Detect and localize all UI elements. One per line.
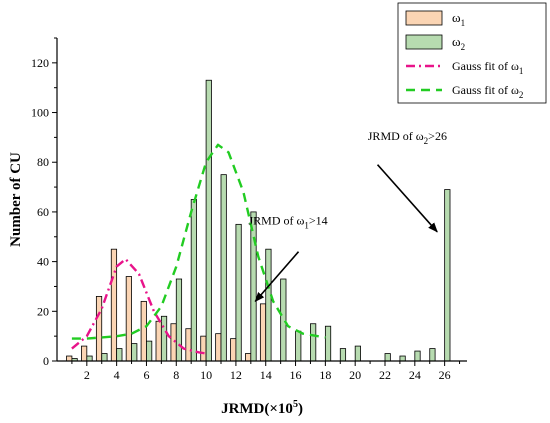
y-tick-label: 0: [43, 354, 49, 368]
x-tick-label: 12: [230, 368, 242, 382]
bar-omega2: [310, 323, 317, 362]
bar-omega1: [66, 355, 73, 362]
bar-omega1: [259, 303, 267, 362]
legend-label-sub: 1: [519, 66, 524, 76]
bar-omega2: [339, 348, 347, 362]
bar-omega2: [116, 348, 123, 362]
bar-omega2: [220, 174, 227, 362]
annotation-arrow-omega2: [376, 164, 438, 233]
x-axis-label-main: JRMD(×10: [221, 401, 293, 417]
annotation-suffix: >14: [309, 213, 328, 227]
y-axis-label: Number of CU: [8, 152, 24, 247]
bar-omega2: [295, 330, 302, 362]
bar-omega1: [245, 353, 252, 362]
x-tick-label: 10: [200, 368, 212, 382]
x-tick-label: 4: [114, 368, 120, 382]
x-tick-label: 22: [379, 368, 391, 382]
y-tick-label: 80: [37, 155, 49, 169]
bar-omega1: [230, 338, 237, 362]
legend-label-base: ω: [452, 34, 461, 49]
bar-omega2: [324, 325, 332, 362]
bar-omega1: [81, 345, 88, 362]
bar-omega1: [215, 333, 222, 362]
bar-omega1: [125, 276, 132, 362]
legend-swatch-omega2: [405, 34, 443, 50]
bar-omega2: [235, 223, 242, 362]
y-tick-label: 120: [31, 56, 49, 70]
legend-swatch-omega1: [405, 10, 443, 26]
bar-omega2: [205, 79, 212, 362]
legend-label-sub: 2: [519, 90, 524, 100]
annotation-sub: 1: [304, 220, 309, 230]
bar-omega1: [140, 300, 147, 362]
legend-label-base: Gauss fit of ω: [452, 83, 519, 97]
annotation-sub: 2: [424, 136, 429, 146]
legend-label-gauss1: Gauss fit of ω1: [452, 59, 523, 76]
x-tick-label: 26: [439, 368, 451, 382]
legend-label-base: Gauss fit of ω: [452, 59, 519, 73]
x-tick-label: 6: [143, 368, 149, 382]
legend-label-base: ω: [452, 10, 461, 25]
annotation-omega1: JRMD of ω1>14: [248, 213, 327, 230]
plot-area: 2 4 6 8 10 12 14 16 18 20 22 24 26020406080100120JRM…: [8, 37, 467, 417]
y-tick-label: 20: [37, 304, 49, 318]
bar-omega2: [280, 278, 287, 362]
y-tick-label: 60: [37, 205, 49, 219]
x-tick-label: 16: [290, 368, 302, 382]
bar-omega1: [170, 323, 177, 362]
x-tick-label: 20: [349, 368, 361, 382]
bar-omega2: [250, 211, 257, 362]
x-tick-label: 18: [319, 368, 331, 382]
x-tick-label: 24: [409, 368, 421, 382]
x-tick-label: 2: [84, 368, 90, 382]
bar-omega2: [86, 355, 93, 362]
annotation-suffix: >26: [428, 129, 447, 143]
x-tick-label: 14: [260, 368, 272, 382]
bar-omega2: [265, 248, 272, 362]
gauss-fit-omega1-line: [71, 257, 207, 355]
gauss-fit-omega2-line: [71, 143, 326, 340]
bar-omega2: [354, 345, 361, 362]
bar-omega2: [414, 350, 421, 362]
legend-label-gauss2: Gauss fit of ω2: [452, 83, 523, 100]
bar-omega2: [429, 348, 436, 362]
legend-label-omega2: ω2: [452, 34, 465, 52]
bar-omega2: [399, 355, 406, 362]
x-axis-label-close: ): [298, 401, 303, 417]
y-tick-label: 100: [31, 106, 49, 120]
bar-omega1: [200, 335, 207, 362]
annotation-omega2: JRMD of ω2>26: [368, 129, 447, 146]
bar-omega2: [160, 315, 168, 362]
y-tick-label: 40: [37, 255, 49, 269]
x-axis-label: JRMD(×105): [221, 399, 303, 417]
annotation-arrow-omega1: [254, 251, 300, 303]
bar-omega2: [146, 340, 153, 362]
bar-omega2: [175, 278, 183, 362]
bar-omega2: [444, 189, 451, 362]
bar-omega2: [190, 199, 197, 362]
bar-omega1: [95, 295, 103, 362]
legend-label-omega1: ω1: [452, 10, 465, 28]
bar-omega2: [101, 353, 108, 362]
bar-omega2: [384, 353, 391, 362]
annotation-base: JRMD of ω: [368, 129, 424, 143]
bar-omega1: [155, 320, 162, 362]
bar-omega2: [131, 343, 138, 362]
annotation-base: JRMD of ω: [248, 213, 304, 227]
legend-label-sub: 1: [461, 18, 466, 28]
x-tick-label: 8: [173, 368, 179, 382]
legend-label-sub: 2: [461, 42, 466, 52]
x-axis-label-exponent: 5: [293, 399, 298, 410]
bar-omega1: [185, 328, 192, 362]
